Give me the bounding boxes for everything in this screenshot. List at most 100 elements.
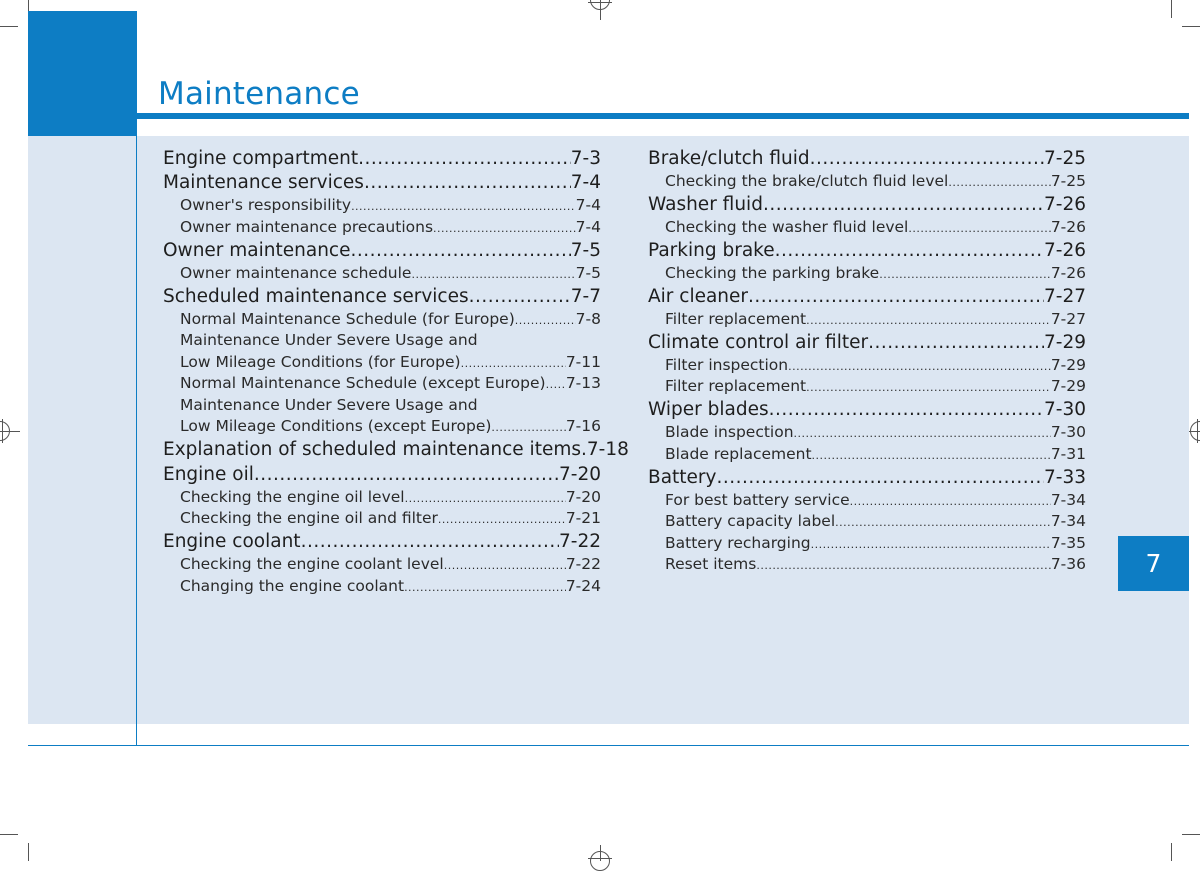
toc-subentry[interactable]: Filter inspection 7-29 [648, 355, 1086, 377]
dot-leader [469, 285, 571, 309]
toc-entry-label: Battery [648, 466, 717, 488]
toc-entry-label: Filter inspection [665, 355, 789, 374]
toc-entry-label: Checking the engine coolant level [180, 555, 444, 573]
toc-entry-label: Checking the engine oil level [180, 487, 405, 506]
toc-subentry[interactable]: Battery capacity label 7-34 [648, 511, 1086, 533]
dot-leader [433, 218, 576, 240]
toc-entry-label: Checking the washer fluid level [665, 217, 909, 236]
dot-leader [908, 218, 1050, 240]
toc-subentry[interactable]: Reset items 7-36 [648, 554, 1086, 576]
toc-page-number: 7-16 [565, 417, 601, 435]
dot-leader [794, 423, 1051, 445]
toc-entry[interactable]: Engine oil 7-20 [163, 463, 601, 487]
toc-entry-label: Owner maintenance schedule [180, 263, 412, 282]
toc-subentry[interactable]: Normal Maintenance Schedule (except Euro… [163, 373, 601, 395]
toc-subentry[interactable]: Owner maintenance schedule 7-5 [163, 263, 601, 285]
toc-entry[interactable]: Air cleaner 7-27 [648, 285, 1086, 309]
toc-entry[interactable]: Explanation of scheduled maintenance ite… [163, 438, 629, 462]
toc-entry-label: Reset items [665, 555, 757, 573]
toc-subentry[interactable]: Checking the engine oil level 7-20 [163, 487, 601, 509]
toc-entry[interactable]: Maintenance services 7-4 [163, 171, 601, 195]
toc-entry-label: Engine oil [163, 463, 254, 485]
dot-leader [811, 534, 1051, 556]
toc-subentry-label: Maintenance Under Severe Usage and [180, 331, 478, 349]
dot-leader [775, 239, 1044, 263]
toc-entry-label: Blade inspection [665, 423, 794, 441]
toc-page-number: 7-13 [565, 374, 601, 392]
toc-page-number: 7-4 [575, 196, 601, 214]
dot-leader [748, 285, 1044, 309]
toc-page-number: 7-20 [565, 487, 601, 506]
toc-entry-label: Blade replacement [665, 444, 812, 463]
toc-page-number: 7-26 [1044, 193, 1086, 215]
toc-entry-label: Engine compartment [163, 147, 359, 169]
crop-mark [1182, 834, 1200, 835]
toc-entry-label: Climate control air filter [648, 331, 869, 353]
toc-entry[interactable]: Brake/clutch fluid 7-25 [648, 147, 1086, 171]
toc-entry-label: Filter replacement [665, 309, 807, 328]
dot-leader [515, 310, 576, 332]
dot-leader [806, 310, 1051, 332]
toc-subentry[interactable]: Checking the parking brake 7-26 [648, 263, 1086, 285]
toc-entry[interactable]: Wiper blades 7-30 [648, 398, 1086, 422]
toc-subentry[interactable]: Low Mileage Conditions (for Europe) 7-11 [163, 352, 601, 374]
dot-leader [364, 171, 571, 195]
toc-page-number: 7-3 [570, 147, 601, 169]
toc-subentry[interactable]: Owner's responsibility 7-4 [163, 195, 601, 217]
dot-leader [301, 530, 559, 554]
toc-entry[interactable]: Engine coolant 7-22 [163, 530, 601, 554]
dot-leader [461, 353, 566, 375]
toc-page-number: 7-31 [1050, 444, 1086, 463]
toc-page-number: 7-5 [575, 263, 601, 282]
crop-mark [0, 834, 18, 835]
title-rule [137, 113, 1189, 119]
dot-leader [788, 356, 1051, 378]
toc-page-number: 7-29 [1044, 331, 1086, 353]
toc-subentry[interactable]: Checking the washer fluid level 7-26 [648, 217, 1086, 239]
toc-subentry[interactable]: Blade replacement 7-31 [648, 444, 1086, 466]
toc-entry-label: Checking the engine oil and filter [180, 509, 438, 527]
toc-entry-label: Low Mileage Conditions (for Europe) [180, 352, 461, 371]
toc-page-number: 7-30 [1050, 423, 1086, 441]
dot-leader [756, 555, 1050, 577]
toc-subentry[interactable]: Filter replacement 7-29 [648, 376, 1086, 398]
toc-entry-label: Changing the engine coolant [180, 576, 405, 595]
toc-page-number: 7-29 [1050, 377, 1086, 395]
toc-entry[interactable]: Parking brake 7-26 [648, 239, 1086, 263]
toc-subentry[interactable]: Checking the brake/clutch fluid level 7-2… [648, 171, 1086, 193]
toc-entry[interactable]: Scheduled maintenance services 7-7 [163, 285, 601, 309]
toc-subentry[interactable]: For best battery service 7-34 [648, 490, 1086, 512]
dot-leader [350, 239, 570, 263]
toc-page-number: 7-25 [1050, 171, 1086, 190]
toc-subentry[interactable]: Battery recharging 7-35 [648, 533, 1086, 555]
toc-entry-label: Normal Maintenance Schedule (for Europe) [180, 309, 515, 328]
toc-subentry[interactable]: Low Mileage Conditions (except Europe) 7… [163, 416, 601, 438]
toc-subentry[interactable]: Normal Maintenance Schedule (for Europe)… [163, 309, 601, 331]
dot-leader [404, 577, 566, 599]
toc-entry-label: Normal Maintenance Schedule (except Euro… [180, 374, 546, 392]
toc-subentry[interactable]: Filter replacement 7-27 [648, 309, 1086, 331]
toc-entry[interactable]: Climate control air filter 7-29 [648, 331, 1086, 355]
toc-subentry[interactable]: Owner maintenance precautions 7-4 [163, 217, 601, 239]
toc-entry[interactable]: Battery 7-33 [648, 466, 1086, 490]
dot-leader [438, 509, 566, 531]
toc-subentry[interactable]: Checking the engine oil and filter 7-21 [163, 508, 601, 530]
dot-leader [948, 172, 1050, 194]
toc-subentry[interactable]: Checking the engine coolant level 7-22 [163, 554, 601, 576]
toc-subentry[interactable]: Blade inspection 7-30 [648, 422, 1086, 444]
dot-leader [351, 196, 576, 218]
toc-page-number: 7-26 [1050, 217, 1086, 236]
toc-entry[interactable]: Owner maintenance 7-5 [163, 239, 601, 263]
toc-page-number: 7-5 [570, 239, 601, 261]
toc-entry-label: Air cleaner [648, 285, 749, 307]
crop-mark [1182, 26, 1200, 27]
toc-subentry[interactable]: Changing the engine coolant 7-24 [163, 576, 601, 598]
toc-page-number: 7-34 [1050, 512, 1086, 530]
chapter-tab[interactable]: 7 [1118, 536, 1189, 591]
toc-entry[interactable]: Washer fluid 7-26 [648, 193, 1086, 217]
toc-page-number: 7-30 [1044, 399, 1086, 420]
toc-page-number: 7-18 [586, 439, 629, 460]
toc-entry[interactable]: Engine compartment 7-3 [163, 147, 601, 171]
dot-leader [491, 417, 565, 439]
